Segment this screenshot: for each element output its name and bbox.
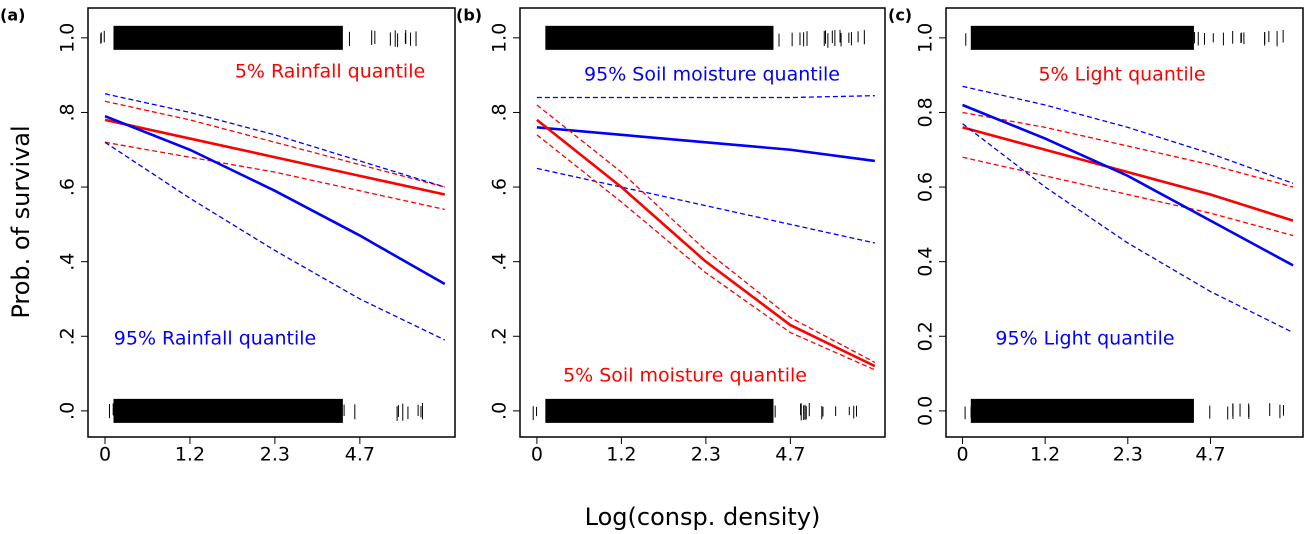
x-tick-label: 2.3 (260, 444, 290, 466)
plot-frame (519, 7, 886, 438)
line (104, 114, 446, 286)
annotation: 5% Rainfall quantile (235, 61, 425, 83)
x-tick-label: 4.7 (345, 444, 375, 466)
y-tick-label: .0 (489, 402, 511, 420)
annotation: 5% Light quantile (1038, 64, 1205, 86)
y-tick-label: 1.0 (915, 23, 937, 53)
rug-band (970, 398, 1194, 423)
x-tick-label: 4.7 (1195, 444, 1225, 466)
line (104, 118, 446, 196)
panel-label: (a) (0, 6, 25, 25)
y-tick-label: .2 (489, 327, 511, 345)
line (536, 134, 876, 371)
line (962, 156, 1294, 237)
line (536, 118, 876, 368)
y-tick-label: .0 (57, 402, 79, 420)
line (104, 93, 445, 188)
y-tick-label: .4 (489, 253, 511, 271)
y-tick-label: 1.0 (57, 23, 79, 53)
line (536, 167, 876, 244)
x-tick-label: 1.2 (175, 444, 205, 466)
x-tick-label: 2.3 (1113, 444, 1143, 466)
y-tick-label: 0.8 (915, 97, 937, 127)
y-tick-label: 0.0 (915, 396, 937, 426)
annotation: 95% Soil moisture quantile (584, 64, 840, 86)
line (104, 141, 446, 341)
annotation: 95% Light quantile (995, 328, 1174, 350)
annotation: 5% Soil moisture quantile (563, 365, 807, 387)
line (962, 123, 1294, 334)
rug-band (545, 398, 774, 423)
rug-band (113, 398, 343, 423)
rug-band (970, 25, 1194, 50)
line (536, 104, 876, 363)
line (962, 126, 1294, 222)
plot-frame (945, 7, 1304, 438)
x-axis-label: Log(consp. density) (585, 503, 821, 531)
annotation: 95% Rainfall quantile (114, 328, 316, 350)
x-tick-label: 0 (99, 444, 111, 466)
plot-frame (87, 7, 456, 438)
panel: (b) .0 .2 .4 .6 .8 1.0 0 1.2 2.3 4.7 95% Soil moist… (456, 6, 886, 531)
x-tick-label: 4.7 (775, 444, 805, 466)
y-tick-label: .8 (489, 103, 511, 121)
x-tick-label: 1.2 (606, 444, 636, 466)
line (104, 100, 445, 188)
rug-band (113, 25, 343, 50)
line (962, 85, 1294, 184)
y-tick-label: 0.2 (915, 321, 937, 351)
x-tick-label: 0 (956, 444, 968, 466)
panel: (c) 0.0 0.2 0.4 0.6 0.8 1.0 0 1.2 2.3 4.7 5% Light … (888, 6, 1304, 466)
rug-band (545, 25, 774, 50)
y-tick-label: 0.6 (915, 172, 937, 202)
line (104, 141, 445, 211)
x-tick-label: 1.2 (1030, 444, 1060, 466)
line (962, 111, 1294, 188)
y-tick-label: 1.0 (489, 23, 511, 53)
y-axis-label: Prob. of survival (7, 125, 35, 318)
y-tick-label: .6 (57, 178, 79, 196)
y-tick-label: .6 (489, 178, 511, 196)
line (536, 126, 876, 163)
x-tick-label: 2.3 (691, 444, 721, 466)
line (962, 103, 1294, 267)
y-tick-label: .8 (57, 103, 79, 121)
panel-label: (c) (888, 6, 912, 25)
x-tick-label: 0 (531, 444, 543, 466)
panel-label: (b) (456, 6, 482, 25)
y-tick-label: 0.4 (915, 247, 937, 277)
panel: (a) .0 .2 .4 .6 .8 1.0 0 1.2 2.3 4.7 5% Rainfall qu… (0, 6, 456, 466)
y-tick-label: .2 (57, 327, 79, 345)
y-tick-label: .4 (57, 253, 79, 271)
line (536, 95, 875, 99)
